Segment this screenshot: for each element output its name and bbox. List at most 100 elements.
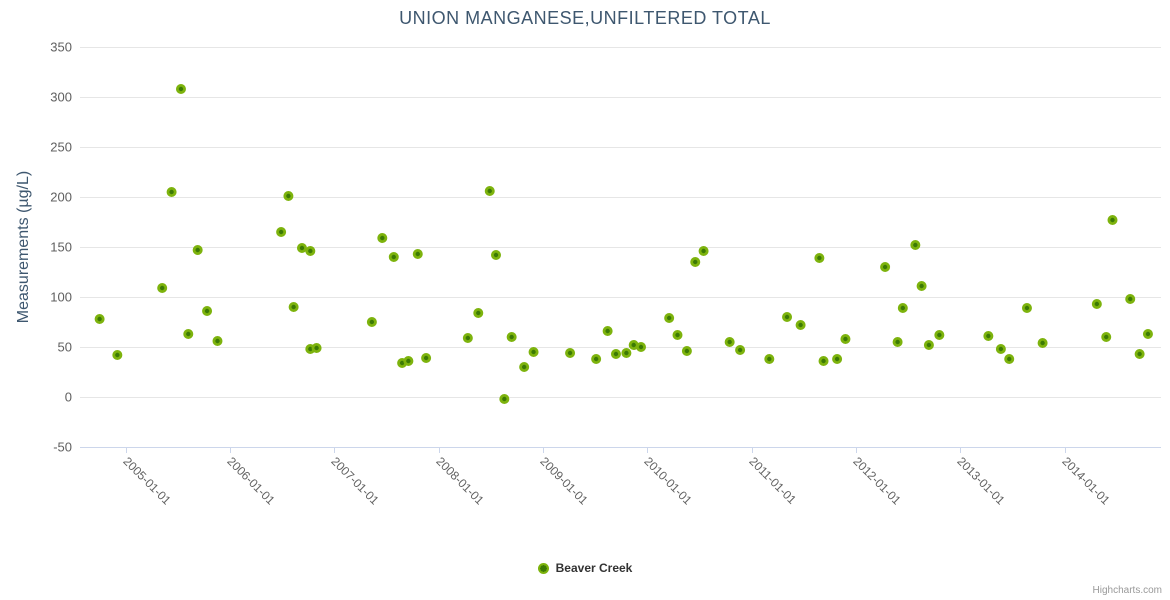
data-point[interactable]	[923, 340, 934, 350]
data-point[interactable]	[528, 347, 539, 357]
data-point[interactable]	[473, 308, 484, 318]
data-point[interactable]	[635, 342, 646, 352]
data-point[interactable]	[296, 243, 307, 253]
data-point[interactable]	[1021, 303, 1032, 313]
data-point[interactable]	[484, 186, 495, 196]
data-point-core	[423, 355, 429, 361]
data-point[interactable]	[388, 252, 399, 262]
data-point-core	[675, 332, 680, 338]
data-point[interactable]	[591, 354, 602, 364]
data-point[interactable]	[112, 350, 123, 360]
data-point-core	[308, 248, 313, 254]
data-point[interactable]	[892, 337, 903, 347]
data-point[interactable]	[910, 240, 921, 250]
data-point-core	[415, 251, 420, 257]
data-point[interactable]	[366, 317, 377, 327]
data-point[interactable]	[840, 334, 851, 344]
data-point-core	[919, 283, 924, 289]
y-axis-labels: 350 300 250 200 150 100 50 0 -50	[50, 40, 72, 455]
data-point[interactable]	[1134, 349, 1145, 359]
x-tick-label: 2009-01-01	[537, 454, 591, 508]
data-point[interactable]	[690, 257, 701, 267]
data-point[interactable]	[519, 362, 530, 372]
data-point[interactable]	[166, 187, 177, 197]
data-point[interactable]	[377, 233, 388, 243]
data-point[interactable]	[506, 332, 517, 342]
data-point-core	[727, 339, 732, 345]
data-point[interactable]	[565, 348, 576, 358]
data-point-core	[693, 259, 698, 265]
data-point[interactable]	[897, 303, 908, 313]
data-point[interactable]	[814, 253, 825, 263]
data-point[interactable]	[1107, 215, 1118, 225]
data-point[interactable]	[1037, 338, 1048, 348]
data-point[interactable]	[698, 246, 709, 256]
data-point[interactable]	[832, 354, 843, 364]
highcharts-credit-link[interactable]: Highcharts.com	[1092, 585, 1162, 596]
data-point[interactable]	[621, 348, 632, 358]
data-point-core	[821, 358, 826, 364]
data-point[interactable]	[664, 313, 675, 323]
data-point[interactable]	[305, 246, 316, 256]
data-point[interactable]	[311, 343, 322, 353]
x-tick-label: 2011-01-01	[746, 454, 799, 507]
data-point-core	[169, 189, 174, 195]
data-point[interactable]	[681, 346, 692, 356]
data-point-core	[1104, 334, 1109, 340]
data-point[interactable]	[983, 331, 994, 341]
data-point[interactable]	[1004, 354, 1015, 364]
data-point-core	[798, 322, 803, 328]
data-point[interactable]	[1142, 329, 1153, 339]
data-point[interactable]	[934, 330, 945, 340]
data-point-core	[900, 305, 906, 311]
grid-lines	[80, 47, 1161, 448]
data-point[interactable]	[288, 302, 299, 312]
data-point-core	[1007, 356, 1012, 362]
data-point[interactable]	[183, 329, 194, 339]
data-point-core	[476, 310, 481, 316]
data-point[interactable]	[157, 283, 168, 293]
data-point[interactable]	[212, 336, 223, 346]
data-point[interactable]	[403, 356, 414, 366]
data-point[interactable]	[735, 345, 746, 355]
data-point[interactable]	[1101, 332, 1112, 342]
data-point[interactable]	[795, 320, 806, 330]
data-point[interactable]	[880, 262, 891, 272]
data-point-core	[1145, 331, 1151, 337]
data-point[interactable]	[764, 354, 775, 364]
data-point[interactable]	[421, 353, 432, 363]
data-point[interactable]	[192, 245, 203, 255]
data-point[interactable]	[1125, 294, 1136, 304]
data-point[interactable]	[412, 249, 423, 259]
y-tick-label: -50	[53, 440, 72, 455]
legend-item-beaver-creek[interactable]: Beaver Creek	[0, 561, 1170, 575]
data-point[interactable]	[672, 330, 683, 340]
data-point[interactable]	[175, 84, 186, 94]
y-tick-label: 300	[50, 90, 72, 105]
data-point-core	[882, 264, 888, 270]
data-point[interactable]	[782, 312, 793, 322]
data-point[interactable]	[818, 356, 829, 366]
data-point-core	[684, 348, 690, 354]
data-point[interactable]	[202, 306, 213, 316]
data-point[interactable]	[276, 227, 287, 237]
data-point[interactable]	[462, 333, 473, 343]
data-point-core	[624, 350, 629, 356]
data-point[interactable]	[499, 394, 510, 404]
data-point[interactable]	[916, 281, 927, 291]
data-point[interactable]	[995, 344, 1006, 354]
data-point[interactable]	[610, 349, 621, 359]
data-point-core	[1094, 301, 1100, 307]
x-axis-ticks	[126, 447, 1066, 453]
x-tick-label: 2010-01-01	[641, 454, 695, 508]
data-point[interactable]	[94, 314, 105, 324]
y-tick-label: 250	[50, 140, 72, 155]
data-point[interactable]	[724, 337, 735, 347]
data-point[interactable]	[602, 326, 613, 336]
x-tick-label: 2006-01-01	[224, 454, 278, 508]
data-point[interactable]	[491, 250, 502, 260]
data-point-core	[204, 308, 210, 314]
data-point[interactable]	[283, 191, 294, 201]
data-point-core	[1024, 305, 1030, 311]
data-point[interactable]	[1091, 299, 1102, 309]
